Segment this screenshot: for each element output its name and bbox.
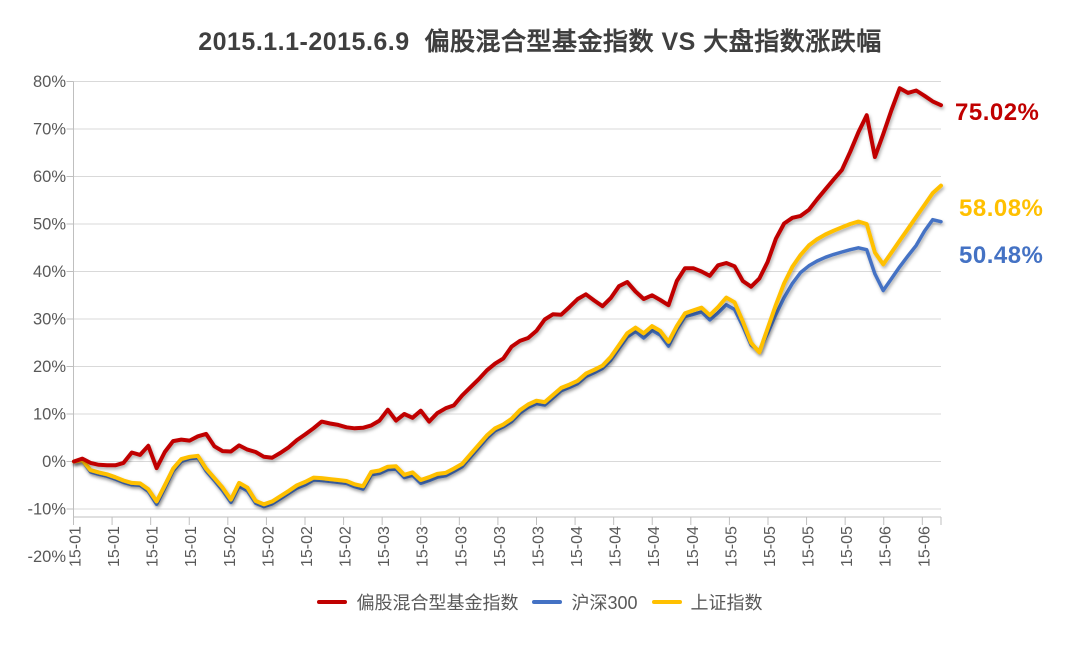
legend-line-swatch-sse-index: [651, 599, 682, 605]
end-label-fund-index: 75.02%: [955, 99, 1040, 126]
legend-line-swatch-csi300: [532, 599, 563, 605]
legend-item-sse-index: 上证指数: [651, 589, 763, 615]
x-axis-label: 15-02: [222, 526, 239, 567]
legend-label-csi300: 沪深300: [571, 593, 638, 613]
end-label-csi300: 50.48%: [959, 242, 1044, 269]
y-axis-label: 40%: [33, 263, 66, 281]
x-axis-label: 15-01: [106, 526, 123, 567]
x-axis-label: 15-04: [608, 526, 625, 567]
x-axis-label: 15-05: [723, 526, 740, 567]
x-axis-label: 15-04: [569, 526, 586, 567]
x-axis-label: 15-06: [878, 526, 895, 567]
x-axis-label: 15-01: [68, 526, 85, 567]
x-axis-label: 15-03: [415, 526, 432, 567]
end-label-sse-index: 58.08%: [959, 195, 1044, 222]
y-axis-label: 70%: [33, 121, 66, 139]
legend-item-csi300: 沪深300: [532, 589, 638, 615]
legend-label-fund-index: 偏股混合型基金指数: [356, 593, 519, 613]
x-axis-label: 15-06: [916, 526, 933, 567]
x-axis-label: 15-02: [338, 526, 355, 567]
chart-title: 2015.1.1-2015.6.9 偏股混合型基金指数 VS 大盘指数涨跌幅: [198, 28, 882, 56]
x-axis-label: 15-05: [801, 526, 818, 567]
x-axis-label: 15-03: [376, 526, 393, 567]
y-axis-label: 60%: [33, 168, 66, 186]
y-axis-label: 0%: [42, 453, 66, 471]
x-axis-label: 15-02: [260, 526, 277, 567]
y-axis-label: 80%: [33, 73, 66, 91]
y-axis-label: 30%: [33, 311, 66, 329]
legend: 偏股混合型基金指数 沪深300 上证指数: [0, 589, 1080, 615]
x-axis-label: 15-03: [492, 526, 509, 567]
x-axis-label: 15-04: [646, 526, 663, 567]
x-axis-label: 15-02: [299, 526, 316, 567]
y-axis-label: 20%: [33, 358, 66, 376]
x-axis-label: 15-01: [145, 526, 162, 567]
x-axis-label: 15-03: [453, 526, 470, 567]
y-axis-label: -20%: [27, 548, 66, 566]
x-axis-label: 15-05: [762, 526, 779, 567]
x-axis-label: 15-03: [530, 526, 547, 567]
x-axis-label: 15-04: [685, 526, 702, 567]
x-axis-label: 15-01: [183, 526, 200, 567]
x-axis-label: 15-05: [839, 526, 856, 567]
y-axis-label: 50%: [33, 216, 66, 234]
legend-line-swatch-fund-index: [317, 599, 348, 605]
y-axis-label: -10%: [27, 501, 66, 519]
y-axis-label: 10%: [33, 406, 66, 424]
series-line-sse-index: [72, 183, 943, 507]
legend-label-sse-index: 上证指数: [690, 593, 763, 613]
series-line-fund-index: [72, 86, 943, 471]
legend-item-fund-index: 偏股混合型基金指数: [317, 589, 518, 615]
